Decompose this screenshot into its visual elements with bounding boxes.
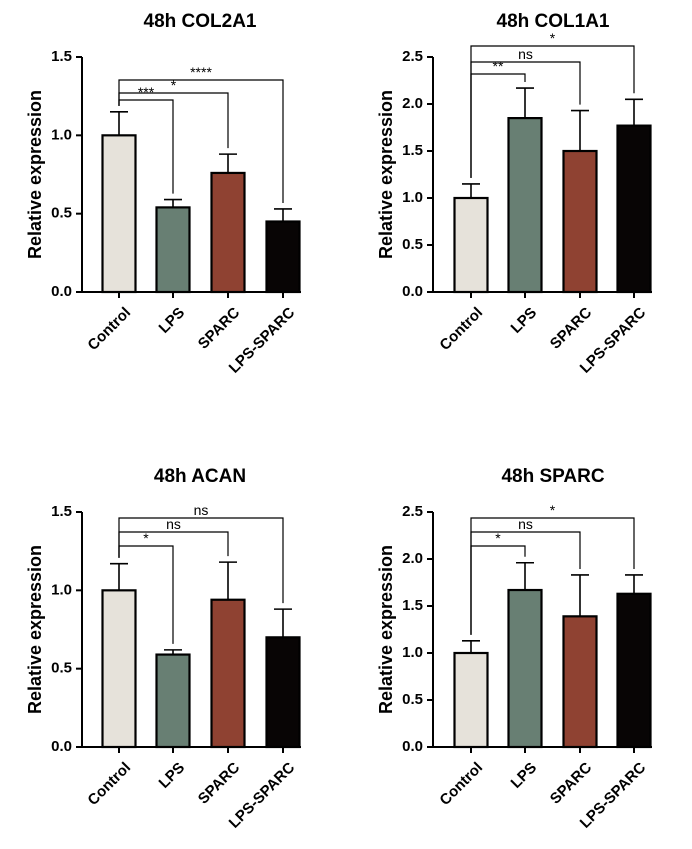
x-tick-label: LPS bbox=[156, 304, 189, 337]
y-axis-label: Relative expression bbox=[25, 90, 45, 259]
y-tick-label: 0.0 bbox=[402, 738, 423, 755]
chart-title: 48h SPARC bbox=[501, 466, 604, 487]
y-tick-label: 2.5 bbox=[402, 503, 423, 520]
y-tick-label: 0.5 bbox=[402, 691, 423, 708]
x-tick-label: LPS bbox=[508, 304, 541, 337]
significance-label: ns bbox=[518, 516, 533, 532]
bar-lps bbox=[155, 206, 191, 294]
x-tick-label: Control bbox=[84, 759, 134, 809]
bar-sparc bbox=[210, 171, 246, 294]
significance-label: ns bbox=[166, 516, 181, 532]
x-tick-label: Control bbox=[436, 759, 486, 809]
significance-bracket bbox=[470, 45, 635, 178]
x-tick-label: SPARC bbox=[195, 304, 243, 352]
chart-panel-4: 48h SPARC Relative expression 0.0 0.5 1.0 1.5… bbox=[376, 466, 652, 832]
y-tick-label: 1.0 bbox=[51, 581, 72, 598]
y-tick-label: 1.5 bbox=[51, 503, 72, 520]
chart-panel-3: 48h ACAN Relative expression 0.0 0.5 1.0 1.5 C… bbox=[25, 466, 301, 832]
y-tick-label: 1.0 bbox=[402, 189, 423, 206]
bar-sparc bbox=[210, 598, 246, 749]
bar-lps-sparc bbox=[616, 124, 652, 294]
x-tick-label: Control bbox=[84, 304, 134, 354]
bar-lps-sparc bbox=[265, 636, 301, 749]
y-tick-label: 1.5 bbox=[51, 48, 72, 65]
y-tick-label: 2.0 bbox=[402, 95, 423, 112]
y-axis-label: Relative expression bbox=[25, 545, 45, 714]
bar-control bbox=[101, 589, 137, 749]
chart-panel-2: 48h COL1A1 Relative expression 0.0 0.5 1.0 1.… bbox=[376, 11, 652, 377]
y-tick-label: 0.0 bbox=[51, 283, 72, 300]
significance-label: * bbox=[495, 530, 501, 546]
significance-label: ** bbox=[493, 58, 504, 74]
y-tick-label: 1.0 bbox=[402, 644, 423, 661]
x-tick-label: SPARC bbox=[547, 759, 595, 807]
bar-lps bbox=[507, 116, 543, 294]
bar-lps-sparc bbox=[616, 592, 652, 749]
x-tick-label: SPARC bbox=[547, 304, 595, 352]
y-tick-label: 1.5 bbox=[402, 142, 423, 159]
y-tick-label: 0.5 bbox=[51, 205, 72, 222]
bar-lps-sparc bbox=[265, 220, 301, 294]
y-tick-label: 0.5 bbox=[51, 660, 72, 677]
y-tick-label: 2.5 bbox=[402, 48, 423, 65]
x-tick-label: LPS bbox=[508, 759, 541, 792]
significance-bracket bbox=[470, 517, 635, 635]
chart-title: 48h COL2A1 bbox=[144, 11, 257, 32]
significance-bracket bbox=[118, 517, 284, 604]
significance-label: ns bbox=[194, 502, 209, 518]
y-tick-label: 1.0 bbox=[51, 126, 72, 143]
x-tick-label: LPS bbox=[156, 759, 189, 792]
x-tick-label: SPARC bbox=[195, 759, 243, 807]
y-tick-label: 2.0 bbox=[402, 550, 423, 567]
bar-control bbox=[101, 134, 137, 294]
chart-title: 48h ACAN bbox=[154, 466, 246, 487]
y-tick-label: 0.0 bbox=[402, 283, 423, 300]
significance-label: * bbox=[550, 30, 556, 46]
y-axis-label: Relative expression bbox=[376, 545, 396, 714]
significance-label: **** bbox=[190, 64, 212, 80]
significance-label: * bbox=[143, 530, 149, 546]
significance-label: *** bbox=[138, 84, 155, 100]
bar-lps bbox=[155, 653, 191, 749]
significance-label: * bbox=[550, 502, 556, 518]
significance-label: ns bbox=[518, 46, 533, 62]
significance-bracket bbox=[118, 79, 284, 203]
y-tick-label: 1.5 bbox=[402, 597, 423, 614]
bar-sparc bbox=[562, 615, 598, 749]
significance-label: * bbox=[171, 77, 177, 93]
y-axis-label: Relative expression bbox=[376, 90, 396, 259]
y-tick-label: 0.0 bbox=[51, 738, 72, 755]
bar-control bbox=[453, 196, 489, 294]
bar-sparc bbox=[562, 149, 598, 294]
y-tick-label: 0.5 bbox=[402, 236, 423, 253]
chart-title: 48h COL1A1 bbox=[497, 11, 610, 32]
bar-control bbox=[453, 651, 489, 749]
x-tick-label: Control bbox=[436, 304, 486, 354]
chart-panel-1: 48h COL2A1 Relative expression 0.0 0.5 1.0 1.… bbox=[25, 11, 301, 377]
bar-lps bbox=[507, 588, 543, 749]
